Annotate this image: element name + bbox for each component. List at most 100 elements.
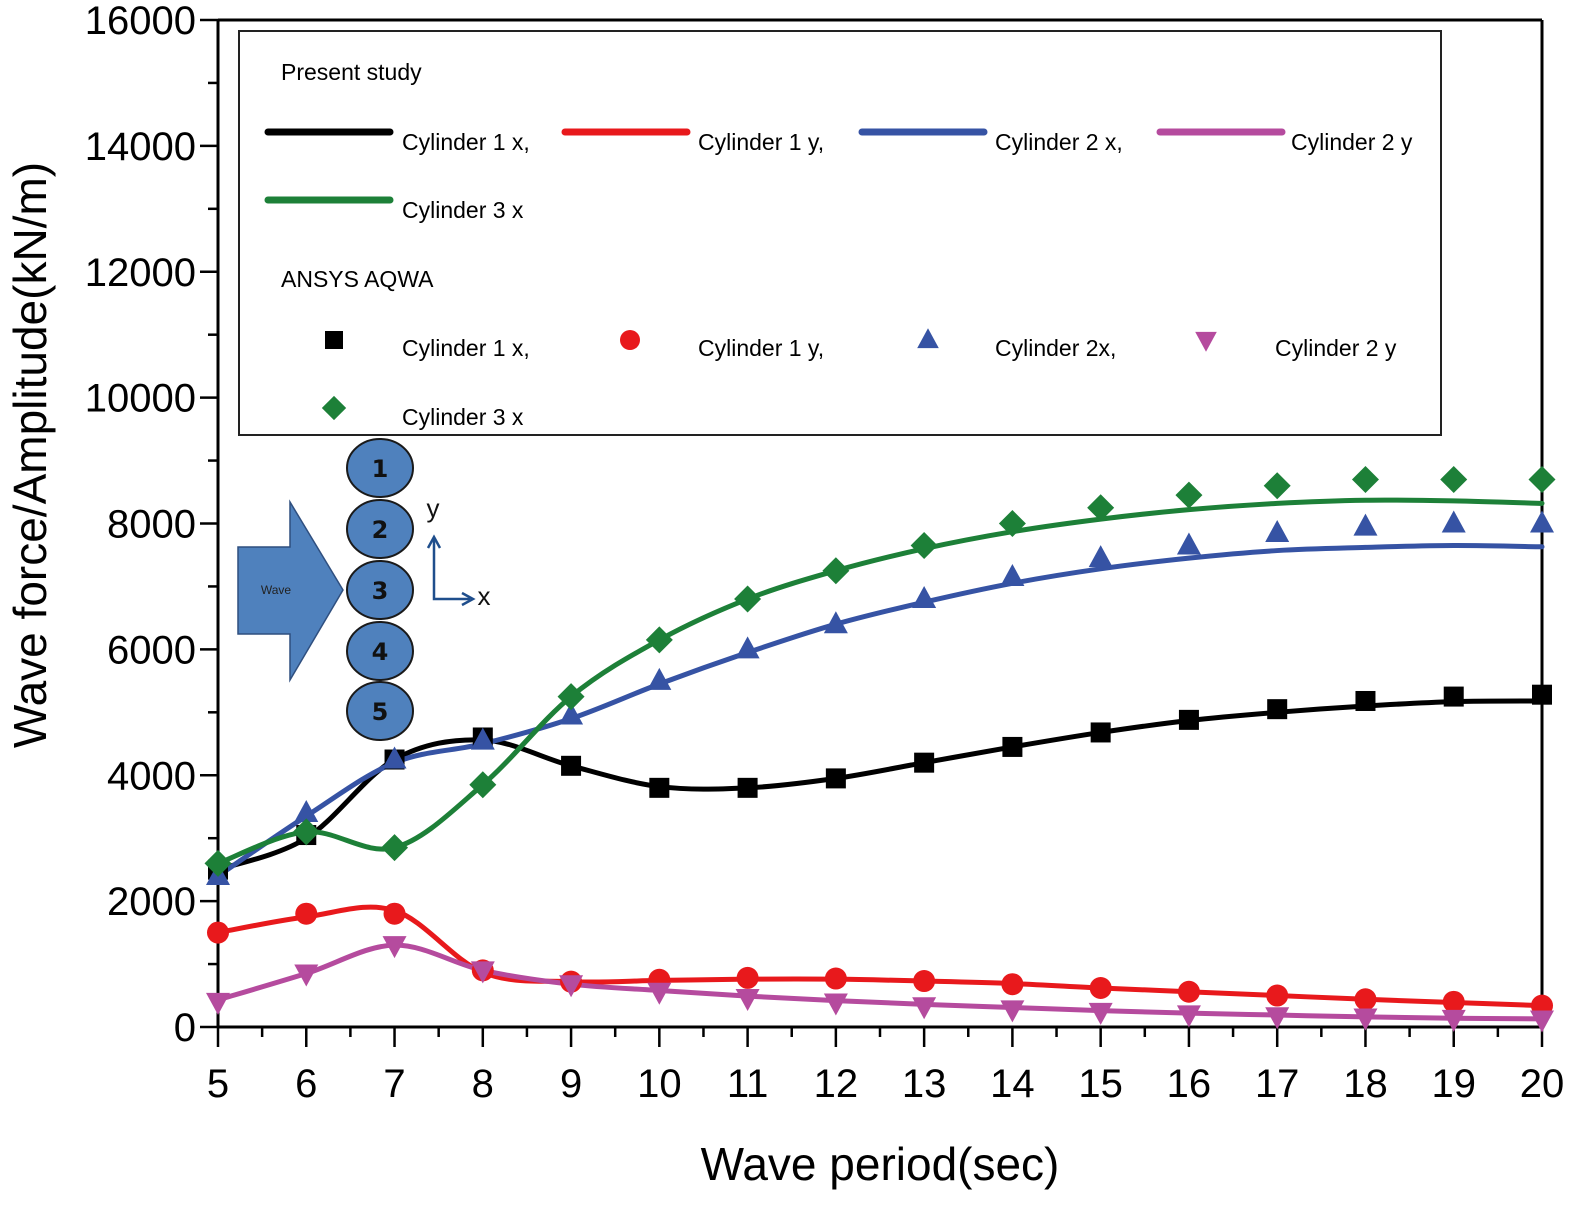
marker-square <box>1267 699 1288 720</box>
cylinder-label: 3 <box>372 577 389 605</box>
marker-triangle-up <box>647 667 672 690</box>
x-tick-label: 19 <box>1431 1062 1476 1106</box>
x-tick-label: 20 <box>1520 1062 1565 1106</box>
legend-entry-label: Cylinder 1 x, <box>402 129 530 155</box>
cylinder-4-icon <box>346 621 414 681</box>
x-tick-label: 12 <box>814 1062 859 1106</box>
marker-triangle-up <box>294 800 319 823</box>
marker-triangle-up <box>823 611 848 634</box>
marker-square <box>1355 690 1376 711</box>
x-tick-label: 6 <box>295 1062 317 1106</box>
marker-triangle-up <box>912 586 937 609</box>
marker-triangle-down <box>206 992 230 1015</box>
marker-triangle-up <box>1353 513 1378 536</box>
marker-diamond <box>645 626 673 654</box>
y-arrowhead-icon <box>426 534 442 549</box>
marker-diamond <box>292 818 320 846</box>
x-tick-label: 8 <box>472 1062 494 1106</box>
legend-marker-swatch <box>1195 331 1217 352</box>
marker-circle <box>1354 988 1377 1011</box>
markers-cylinder-1-y <box>207 902 1553 1017</box>
series-lines <box>215 497 1545 1022</box>
marker-triangle-down <box>1176 1005 1201 1028</box>
marker-square <box>737 777 758 798</box>
marker-triangle-down <box>1353 1008 1378 1031</box>
line-cylinder-3-x <box>215 497 1545 866</box>
inset-y-label: y <box>427 493 440 523</box>
marker-diamond <box>1087 494 1115 522</box>
x-axis-title: Wave period(sec) <box>701 1138 1060 1190</box>
legend-entry-label: Cylinder 2 y <box>1291 129 1413 155</box>
legend-marker-swatch <box>620 330 640 350</box>
marker-diamond <box>910 532 938 560</box>
legend: Present study Cylinder 1 x, Cylinder 1 y, C… <box>238 30 1442 436</box>
marker-triangle-up <box>470 727 495 750</box>
y-axis-title: Wave force/Amplitude(kN/m) <box>4 162 56 748</box>
marker-triangle-up <box>1000 563 1025 586</box>
marker-diamond <box>734 585 762 613</box>
x-tick-label: 11 <box>727 1062 769 1106</box>
marker-triangle-up <box>1176 532 1201 555</box>
marker-square <box>825 768 846 789</box>
y-tick-label: 6000 <box>107 628 196 672</box>
x-tick-label: 5 <box>207 1062 229 1106</box>
legend-entry-label: Cylinder 2 x, <box>995 129 1123 155</box>
marker-circle <box>383 902 406 925</box>
marker-triangle-down <box>382 936 407 959</box>
legend-marker-swatch <box>321 395 347 421</box>
marker-circle <box>736 966 759 989</box>
marker-square <box>1090 722 1111 743</box>
marker-diamond <box>469 771 497 799</box>
axis-arrow-lines <box>432 537 470 601</box>
x-tick-label: 7 <box>383 1062 405 1106</box>
y-tick-label: 16000 <box>85 0 196 43</box>
marker-circle <box>207 921 229 944</box>
x-tick-label: 14 <box>990 1062 1035 1106</box>
marker-triangle-down <box>1265 1007 1290 1030</box>
legend-marker-swatch <box>325 331 343 349</box>
wave-arrow-icon <box>237 499 344 683</box>
x-arrowhead-icon <box>461 591 476 607</box>
marker-triangle-up <box>1530 510 1554 533</box>
cylinder-label: 4 <box>372 638 389 666</box>
marker-diamond <box>1528 465 1556 493</box>
marker-circle <box>1001 973 1024 996</box>
marker-diamond <box>1440 465 1468 493</box>
marker-square <box>1178 709 1199 730</box>
marker-diamond <box>1263 472 1291 500</box>
legend-entry-label: Cylinder 1 y, <box>698 129 824 155</box>
marker-triangle-down <box>823 993 848 1016</box>
y-axis-ticks: 0 2000 4000 6000 8000 10000 12000 14000 16000 <box>85 0 218 1050</box>
inset-x-label: x <box>478 581 491 611</box>
marker-triangle-down <box>470 961 495 984</box>
wave-label: Wave <box>261 583 292 597</box>
marker-triangle-down <box>912 997 937 1020</box>
marker-triangle-up <box>735 636 760 659</box>
line-cylinder-1-y <box>215 904 1545 1009</box>
cylinder-1-icon <box>346 438 414 498</box>
x-tick-label: 9 <box>560 1062 582 1106</box>
series-markers <box>204 465 1556 1033</box>
marker-circle <box>913 970 936 993</box>
cylinder-5-icon <box>346 681 414 741</box>
cylinder-2-icon <box>346 499 414 559</box>
legend-group-title: ANSYS AQWA <box>281 266 434 292</box>
y-tick-label: 2000 <box>107 880 196 924</box>
x-axis-ticks: 5 6 7 8 9 10 11 12 13 14 15 16 17 18 19 20 <box>207 1027 1564 1106</box>
y-tick-label: 0 <box>174 1006 196 1050</box>
y-tick-label: 14000 <box>85 125 196 169</box>
y-tick-label: 12000 <box>85 251 196 295</box>
marker-triangle-down <box>1530 1010 1554 1033</box>
legend-entry-label: Cylinder 1 x, <box>402 335 530 361</box>
marker-triangle-up <box>382 746 407 769</box>
marker-triangle-up <box>559 702 584 725</box>
cylinder-label: 1 <box>372 455 389 483</box>
legend-entry-label: Cylinder 2 y <box>1275 335 1397 361</box>
line-cylinder-2-y <box>215 942 1545 1022</box>
marker-square <box>649 777 670 798</box>
marker-square <box>1443 686 1464 707</box>
x-tick-label: 18 <box>1343 1062 1388 1106</box>
line-cylinder-1-x <box>215 698 1545 873</box>
marker-triangle-down <box>1088 1002 1113 1025</box>
